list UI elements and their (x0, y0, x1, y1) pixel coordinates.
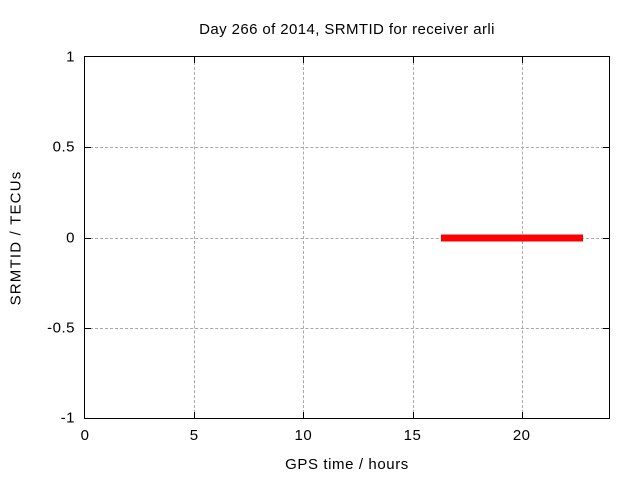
series-srmtid-line (440, 234, 583, 241)
plot-area: 0 5 10 15 20 1 0.5 0 -0.5 -1 (47, 49, 610, 444)
x-tick-label: 20 (512, 427, 531, 444)
y-axis-label: SRMTID / TECUs (7, 170, 25, 306)
gridline-horizontal (85, 327, 609, 329)
y-tick-mark-left (85, 327, 91, 329)
x-tick-mark-top (303, 57, 305, 63)
x-tick-label: 15 (403, 427, 422, 444)
gridline-horizontal (85, 237, 609, 239)
y-tick-mark-right (603, 327, 609, 329)
y-tick-mark-left (85, 147, 91, 149)
x-tick-mark-top (194, 57, 196, 63)
y-tick-label: -0.5 (47, 319, 75, 337)
chart-title: Day 266 of 2014, SRMTID for receiver arl… (199, 21, 495, 38)
x-tick-label: 10 (294, 427, 313, 444)
x-tick-label: 0 (80, 427, 90, 444)
x-tick-mark-top (412, 57, 414, 63)
y-tick-mark-right (603, 237, 609, 239)
y-tick-mark-right (603, 147, 609, 149)
y-tick-label: 1 (66, 48, 75, 66)
y-tick-label: 0 (66, 229, 75, 246)
x-tick-label: 5 (189, 427, 199, 444)
x-tick-mark-bottom (412, 412, 414, 418)
gridline-horizontal (85, 147, 609, 149)
y-tick-label: -1 (60, 409, 75, 427)
x-tick-mark-top (521, 57, 523, 63)
y-tick-mark-left (85, 237, 91, 239)
x-axis-label: GPS time / hours (285, 456, 409, 473)
x-tick-mark-bottom (194, 412, 196, 418)
x-tick-mark-bottom (521, 412, 523, 418)
y-tick-label: 0.5 (52, 138, 75, 156)
x-tick-mark-bottom (303, 412, 305, 418)
